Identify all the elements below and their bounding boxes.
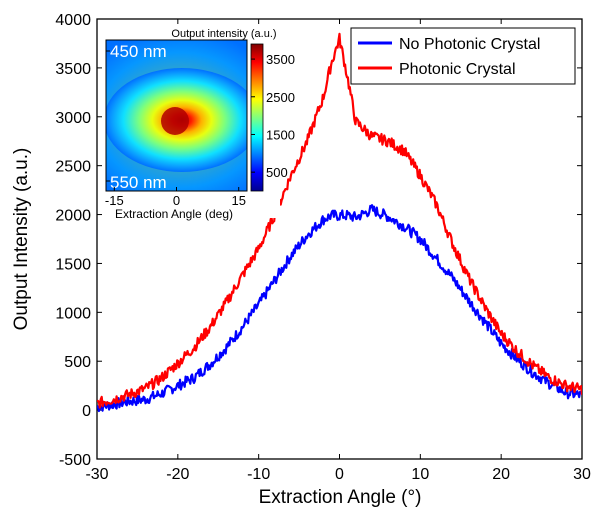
y-tick-label: 3500 xyxy=(55,61,91,78)
legend-label-pc: Photonic Crystal xyxy=(399,61,516,78)
inset-x-label: Extraction Angle (deg) xyxy=(115,207,233,221)
heatmap-top-label: 450 nm xyxy=(110,42,167,61)
y-tick-label: 1000 xyxy=(55,305,91,322)
series-line-no-photonic-crystal xyxy=(97,204,582,413)
y-tick-label: 2000 xyxy=(55,208,91,225)
heatmap-bottom-label: 550 nm xyxy=(110,173,167,192)
x-tick-label: 10 xyxy=(411,466,429,483)
legend-label-no-pc: No Photonic Crystal xyxy=(399,36,540,53)
legend-box xyxy=(350,27,576,85)
series-group xyxy=(97,32,582,413)
colorbar-title: Output intensity (a.u.) xyxy=(171,28,276,40)
inset-heatmap: 450 nm 550 nm -15 0 15 Extraction Angle (d… xyxy=(104,28,295,221)
colorbar-tick-label: 2500 xyxy=(266,90,295,105)
y-tick-label: 0 xyxy=(82,403,91,420)
x-axis-label: Extraction Angle (°) xyxy=(259,487,422,508)
colorbar xyxy=(250,43,264,192)
y-axis: -500 0 500 1000 1500 2000 2500 3000 3500 4000 xyxy=(55,12,582,469)
y-tick-label: 1500 xyxy=(55,256,91,273)
inset-x-tick-label: 15 xyxy=(231,193,245,208)
inset-x-axis: -15 0 15 xyxy=(105,187,246,208)
x-tick-label: -10 xyxy=(247,466,270,483)
inset-x-tick-label: 0 xyxy=(173,193,180,208)
y-tick-label: 3000 xyxy=(55,110,91,127)
x-tick-label: 30 xyxy=(573,466,591,483)
y-tick-label: 2500 xyxy=(55,159,91,176)
x-tick-label: -30 xyxy=(85,466,108,483)
y-axis-label: Output Intensity (a.u.) xyxy=(11,148,32,331)
series-line-photonic-crystal xyxy=(97,32,582,409)
y-tick-label: -500 xyxy=(59,452,91,469)
legend: No Photonic Crystal Photonic Crystal xyxy=(350,27,576,85)
colorbar-tick-label: 3500 xyxy=(266,52,295,67)
heatmap-hotspot xyxy=(161,107,189,135)
colorbar-tick-label: 500 xyxy=(266,165,288,180)
y-tick-label: 500 xyxy=(64,354,91,371)
inset-x-tick-label: -15 xyxy=(105,193,124,208)
colorbar-ticks: 3500 2500 1500 500 xyxy=(251,52,295,180)
x-tick-label: 20 xyxy=(492,466,510,483)
x-axis: -30 -20 -10 0 10 20 30 xyxy=(85,19,591,483)
x-tick-label: 0 xyxy=(335,466,344,483)
y-tick-label: 4000 xyxy=(55,12,91,29)
colorbar-tick-label: 1500 xyxy=(266,127,295,142)
x-tick-label: -20 xyxy=(166,466,189,483)
